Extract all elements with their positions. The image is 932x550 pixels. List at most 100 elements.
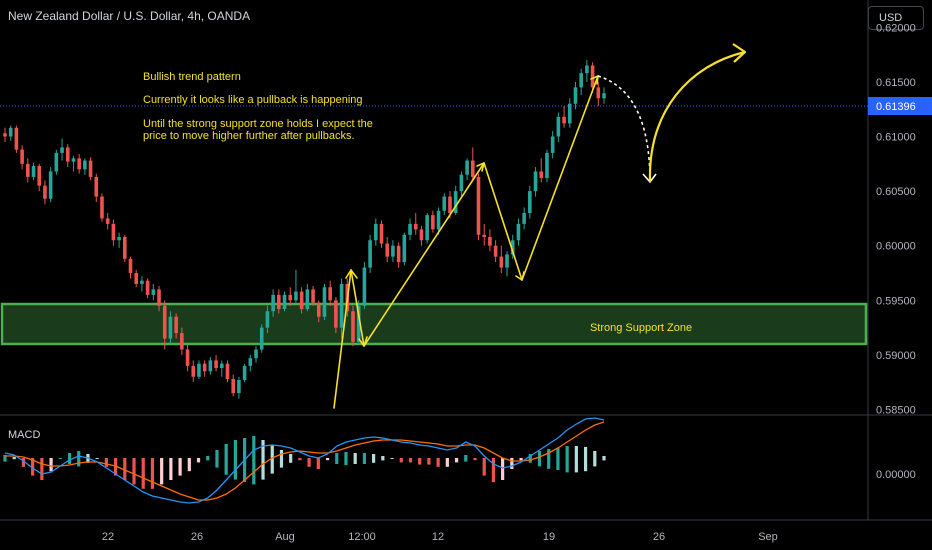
candle-body: [465, 160, 469, 175]
candle-body: [219, 363, 224, 369]
macd-histogram-bar: [537, 451, 542, 467]
pullback-line-2[interactable]: [483, 162, 523, 281]
candle-body: [277, 294, 281, 310]
candle-body: [391, 245, 395, 257]
macd-histogram-bar: [501, 458, 505, 480]
currency-button[interactable]: USD: [868, 6, 924, 30]
macd-label: MACD: [8, 429, 40, 441]
time-tick-label: Aug: [275, 531, 295, 543]
macd-histogram-bar: [58, 458, 62, 459]
macd-histogram-bar: [574, 446, 578, 473]
impulse-line-2[interactable]: [363, 162, 485, 347]
macd-histogram-bar: [215, 450, 219, 468]
macd-histogram-bar: [49, 458, 53, 472]
candle-body: [259, 327, 264, 350]
candle-body: [180, 333, 184, 350]
candle-body: [128, 258, 133, 274]
candle-body: [162, 305, 167, 339]
macd-histogram-bar: [40, 458, 44, 480]
candle-body: [271, 294, 275, 312]
candle-body: [328, 287, 332, 301]
macd-histogram-bar: [510, 458, 514, 469]
macd-histogram-bar: [3, 455, 7, 462]
candle-body: [242, 365, 247, 381]
macd-histogram-bar: [491, 458, 496, 483]
macd-histogram-bar: [593, 451, 597, 467]
trend-drawings[interactable]: [333, 75, 599, 409]
candle-body: [185, 349, 190, 366]
candle-body: [562, 116, 566, 124]
macd-histogram-bar: [31, 458, 35, 476]
macd-histogram-bar: [547, 449, 551, 469]
candle-body: [123, 236, 127, 259]
candle-body: [174, 316, 178, 334]
macd-histogram-bar: [464, 455, 468, 462]
candle-body: [31, 166, 36, 177]
candle-body: [362, 267, 367, 306]
candle-body: [117, 236, 121, 241]
macd-histogram-bar: [289, 454, 293, 463]
candle-body: [77, 158, 81, 170]
projected-pullback-arrow[interactable]: [597, 75, 651, 183]
candle-body: [88, 160, 93, 177]
macd-histogram-bar: [362, 453, 366, 464]
time-axis[interactable]: 22 26 Aug 12:00 12 19 26 Sep: [102, 531, 778, 543]
candle-body: [248, 358, 253, 366]
macd-histogram-bar: [565, 446, 569, 473]
time-tick-label: 26: [191, 531, 203, 543]
macd-histogram-bar: [418, 458, 422, 465]
candle-body: [294, 291, 298, 301]
macd-histogram-bar: [344, 452, 348, 466]
candle-body: [3, 133, 7, 137]
candle-body: [37, 166, 42, 186]
candle-body: [550, 136, 555, 153]
current-price-label: 0.61396: [876, 101, 916, 113]
candle-body: [48, 171, 53, 199]
candle-body: [111, 223, 116, 241]
time-tick-label: 26: [653, 531, 665, 543]
pullback-line-1[interactable]: [350, 269, 365, 347]
price-tick-label: 0.59500: [876, 295, 916, 307]
projected-rally-arrow[interactable]: [648, 50, 746, 183]
candle-body: [214, 360, 218, 369]
candle-body: [288, 294, 293, 301]
macd-histogram-bar: [233, 440, 237, 480]
impulse-line-3[interactable]: [521, 75, 599, 281]
macd-histogram-bar: [335, 453, 339, 464]
macd-histogram-bar: [399, 458, 403, 463]
impulse-line-1[interactable]: [333, 269, 352, 409]
candle-body: [339, 283, 344, 328]
candle-body: [493, 245, 498, 257]
candle-body: [202, 363, 207, 372]
candle-body: [100, 196, 104, 219]
candle-body: [197, 363, 201, 377]
candle-body: [8, 127, 13, 137]
candle-body: [436, 210, 441, 230]
support-zone-label: Strong Support Zone: [590, 322, 692, 334]
candle-body: [442, 196, 447, 211]
candle-body: [168, 316, 173, 339]
candle-body: [567, 103, 572, 124]
price-axis[interactable]: 0.62000 0.61500 0.61000 0.60500 0.60000 0.595…: [876, 22, 916, 416]
macd-histogram-bar: [454, 458, 459, 463]
candle-body: [356, 305, 361, 342]
candle-body: [539, 171, 544, 179]
candle-body: [448, 196, 452, 213]
macd-histogram-bar: [325, 458, 330, 461]
macd-line: [4, 417, 605, 504]
candle-body: [470, 160, 475, 177]
current-price-badge: [868, 97, 932, 115]
candle-body: [351, 311, 355, 342]
macd-histogram-bar: [224, 444, 228, 475]
candle-body: [105, 218, 110, 224]
candle-body: [225, 363, 230, 379]
candle-body: [596, 87, 601, 99]
macd-histogram-bar: [279, 450, 284, 468]
macd-histogram-bar: [602, 456, 606, 461]
support-zone[interactable]: [0, 302, 868, 346]
macd-histogram-bar: [252, 436, 256, 485]
candle-body: [459, 174, 464, 192]
candle-body: [60, 147, 64, 153]
candle-body: [311, 289, 315, 303]
